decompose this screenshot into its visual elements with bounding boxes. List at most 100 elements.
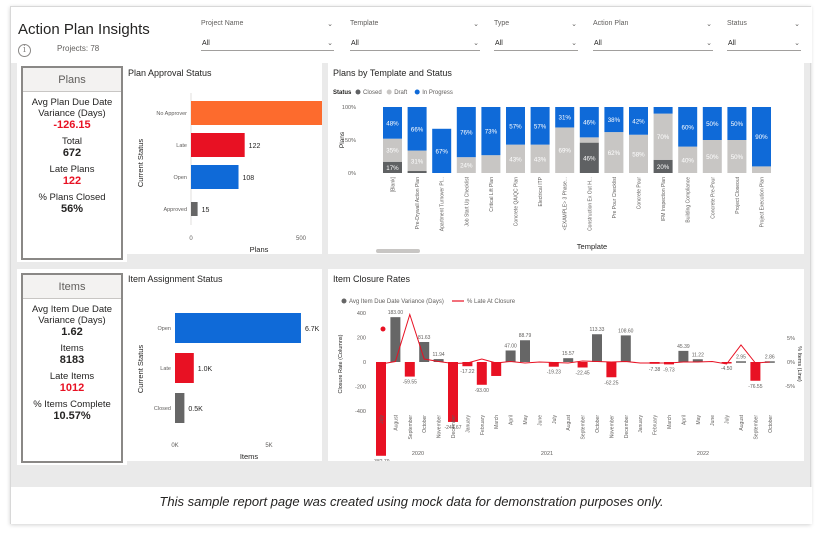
y2-tick-label: 5%	[787, 336, 795, 342]
x-tick-label: [Blank]	[391, 176, 397, 192]
avg-item-variance-value: 1.62	[61, 326, 83, 338]
data-label: 57%	[509, 123, 522, 130]
bar-segment	[727, 140, 747, 173]
data-label: 0.5K	[188, 406, 203, 413]
page-title: Action Plan Insights	[18, 21, 150, 38]
bar-segment	[555, 127, 575, 173]
bar-segment	[604, 107, 624, 133]
tick-label: No Approver	[156, 111, 187, 117]
avg-plan-variance-label: Avg Plan Due Date Variance (Days)	[31, 97, 113, 119]
data-label: 76%	[460, 130, 473, 137]
slicer-status[interactable]: Status ⌄ All ⌄	[727, 20, 801, 54]
late-items-label: Late Items	[49, 371, 95, 382]
x-tick-label: July	[379, 415, 385, 424]
projects-count: Projects: 78	[57, 44, 100, 53]
data-label: 50%	[706, 154, 719, 161]
data-label: 24%	[460, 163, 473, 170]
slicer-dropdown[interactable]: All ⌄	[494, 39, 578, 51]
bar-segment	[506, 144, 525, 173]
bar-segment	[579, 142, 599, 173]
bar-segment	[653, 113, 673, 160]
item-assignment-chart: Open 6.7K Late 1.0K Closed 0.5K 0K 5K Items Curre…	[136, 313, 320, 461]
x-tick-label: April	[681, 415, 687, 425]
y-tick-label: 200	[357, 336, 366, 342]
y-tick-label: 0%	[348, 171, 356, 177]
slicer-value: All	[594, 40, 602, 47]
x-tick-label: January	[465, 415, 471, 433]
x-tick-label: October	[768, 415, 774, 433]
x-tick-label: Job Start Up Checklist	[464, 176, 470, 226]
year-label: 2021	[541, 451, 553, 457]
x-tick-label: March	[667, 415, 673, 429]
bar-segment	[579, 137, 599, 143]
bar	[606, 362, 617, 378]
x-tick-label: IFM Inspection Plan	[661, 177, 667, 221]
tick-label: Open	[158, 326, 171, 332]
legend-marker	[341, 298, 347, 304]
slicer-dropdown[interactable]: All ⌄	[593, 39, 713, 51]
legend-marker	[414, 89, 420, 95]
y-axis-title: Current Status	[136, 345, 145, 394]
tick-label: Open	[174, 175, 187, 181]
data-label: 113.33	[590, 327, 605, 333]
slicer-dropdown[interactable]: All ⌄	[727, 39, 801, 51]
y2-tick-label: 0%	[787, 360, 795, 366]
slicer-label: Action Plan	[593, 20, 629, 27]
plans-by-template-chart: Status Closed Draft In Progress 100% 50% 0% Pla…	[333, 89, 771, 253]
bar-segment	[752, 107, 771, 167]
data-label: 1.0K	[198, 366, 213, 373]
bar	[191, 165, 239, 189]
slicer-dropdown[interactable]: All ⌄	[350, 39, 480, 51]
chevron-down-icon: ⌄	[706, 21, 712, 28]
bar	[750, 362, 761, 381]
bar-segment	[678, 146, 698, 173]
y-axis-title: Current Status	[136, 139, 145, 188]
slicer-label: Project Name	[201, 20, 244, 27]
items-kpi-header: Items	[23, 275, 121, 299]
bar	[678, 350, 689, 362]
legend-marker	[386, 89, 392, 95]
data-label: 6.7K	[305, 326, 320, 333]
y-tick-label: 50%	[345, 138, 356, 144]
data-label: 2.95	[736, 354, 746, 360]
item-assignment-card: Item Assignment Status Open 6.7K Late 1.0K C…	[123, 269, 322, 461]
items-complete-value: 10.57%	[53, 410, 91, 422]
slicer-value: All	[495, 40, 503, 47]
slicer-label: Type	[494, 20, 510, 27]
data-label: 90%	[755, 134, 768, 141]
bar	[390, 317, 401, 362]
bar-segment	[383, 161, 402, 173]
slicer-project-name[interactable]: Project Name ⌄ All ⌄	[201, 20, 334, 54]
chevron-down-icon: ⌄	[571, 40, 577, 47]
slicer-value: All	[202, 40, 210, 47]
y-tick-label: -400	[355, 409, 366, 415]
data-label: 15	[202, 207, 210, 214]
items-complete-label: % Items Complete	[33, 399, 111, 410]
data-label: -76.55	[748, 384, 762, 390]
total-plans-value: 672	[62, 147, 82, 159]
info-icon[interactable]: i	[18, 44, 31, 57]
x-tick-label: Critical Lift Plan	[489, 177, 495, 212]
slicer-action-plan[interactable]: Action Plan ⌄ All ⌄	[593, 20, 713, 54]
bar-segment	[456, 107, 476, 158]
bar	[462, 362, 473, 367]
data-label: 45.39	[677, 344, 690, 350]
x-tick-label: December	[624, 415, 630, 438]
x-tick-label: Pre-Drywall Action Plan	[415, 177, 421, 229]
bar	[563, 358, 574, 362]
x-tick-label: November	[609, 415, 615, 438]
slicer-template[interactable]: Template ⌄ All ⌄	[350, 20, 480, 54]
x-tick-label: September	[408, 415, 414, 440]
slicer-type[interactable]: Type ⌄ All ⌄	[494, 20, 578, 54]
bar-segment	[629, 134, 648, 173]
data-label: 40%	[682, 157, 695, 164]
bar-segment	[481, 155, 501, 173]
bar	[191, 133, 245, 157]
slicer-dropdown[interactable]: All ⌄	[201, 39, 334, 51]
x-axis-title: Template	[577, 242, 607, 251]
bar-segment	[530, 107, 550, 145]
data-label: 31%	[411, 158, 424, 165]
bar-segment	[432, 128, 452, 173]
x-tick-label: 500	[296, 236, 307, 242]
bar	[419, 342, 430, 362]
